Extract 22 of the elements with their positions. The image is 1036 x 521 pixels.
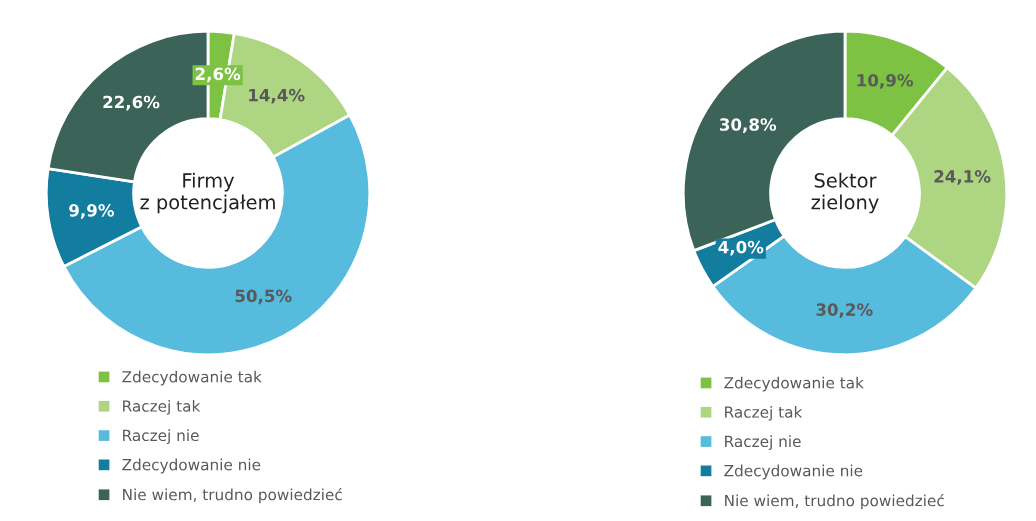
legend-label: Zdecydowanie tak [122,370,262,386]
data-label: 4,0% [718,240,764,256]
legend-label: Raczej nie [123,429,199,445]
data-label: 30,2% [816,303,873,319]
legend-label: Zdecydowanie tak [724,376,864,392]
data-label: 22,6% [103,95,160,111]
legend-label: Zdecydowanie nie [122,458,261,474]
legend-label: Raczej nie [725,435,801,451]
data-label: 14,4% [249,88,305,104]
data-label: 50,5% [235,289,292,305]
legend-label: Zdecydowanie nie [724,464,863,480]
legend-label: Nie wiem, trudno powiedzieć [725,493,944,510]
data-label: 2,6% [195,67,241,83]
text: Sektor zielony [811,172,879,214]
data-label: 30,8% [719,118,777,133]
data-label: 24,1% [934,170,991,185]
data-label: 10,9% [857,74,914,89]
data-label: 9,9% [69,204,115,219]
legend-label: Raczej tak [123,399,201,415]
text: Firmy z potencjałem [140,172,275,214]
legend-label: Raczej tak [725,405,803,421]
legend-label: Nie wiem, trudno powiedzieć [123,487,342,504]
